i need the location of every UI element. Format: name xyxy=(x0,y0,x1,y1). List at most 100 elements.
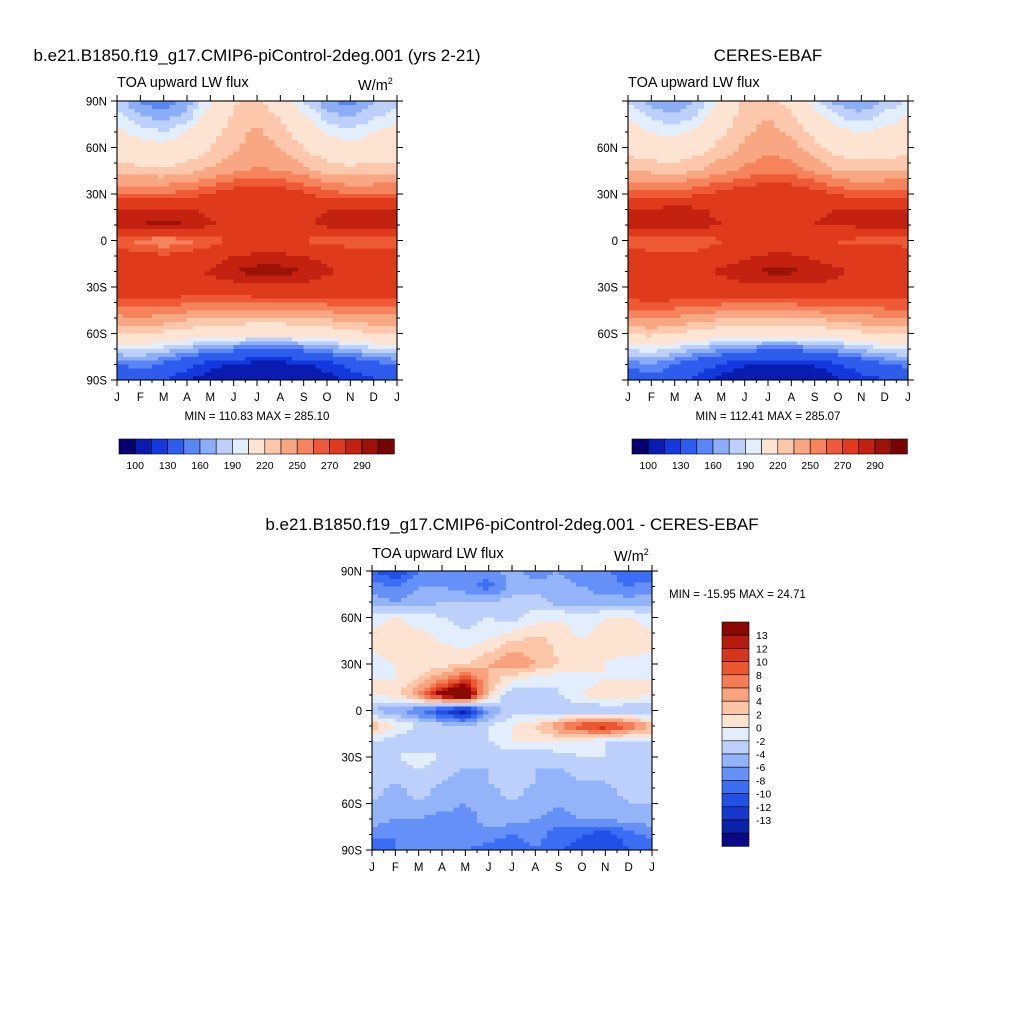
ceres-cell xyxy=(727,148,733,152)
model-cell xyxy=(135,341,141,345)
model-cell xyxy=(193,322,199,326)
model-cell xyxy=(374,283,380,287)
model-cell xyxy=(129,175,135,179)
ceres-cell xyxy=(692,151,698,155)
ceres-cell xyxy=(628,167,634,171)
ceres-cell xyxy=(716,105,722,109)
model-cell xyxy=(129,167,135,171)
model-cell xyxy=(222,144,228,148)
model-cell xyxy=(327,186,333,190)
ceres-cell xyxy=(867,136,873,140)
model-cell xyxy=(187,179,193,183)
ceres-cell xyxy=(716,155,722,159)
model-cell xyxy=(216,326,222,330)
ceres-cell xyxy=(844,167,850,171)
ceres-cell xyxy=(646,213,652,217)
model-cell xyxy=(123,326,129,330)
model-cell xyxy=(205,372,211,376)
model-cell xyxy=(327,279,333,283)
model-cell xyxy=(280,182,286,186)
model-cell xyxy=(175,206,181,210)
model-cell xyxy=(339,229,345,233)
ceres-cell xyxy=(651,190,657,194)
model-cell xyxy=(257,334,263,338)
model-cell xyxy=(205,349,211,353)
model-cell xyxy=(170,105,176,109)
model-cell xyxy=(193,190,199,194)
model-cell xyxy=(234,256,240,260)
model-cell xyxy=(210,268,216,272)
model-cell xyxy=(251,113,257,117)
ceres-cell xyxy=(646,136,652,140)
ceres-cell xyxy=(797,171,803,175)
model-cell xyxy=(199,272,205,276)
ceres-cell xyxy=(873,198,879,202)
model-cell xyxy=(327,198,333,202)
ceres-cell xyxy=(809,202,815,206)
model-cell xyxy=(356,322,362,326)
model-cell xyxy=(263,337,269,341)
model-cell xyxy=(129,109,135,113)
ceres-cell xyxy=(751,175,757,179)
model-cell xyxy=(146,136,152,140)
model-cell xyxy=(321,155,327,159)
model-cell xyxy=(298,299,304,303)
model-cell xyxy=(310,318,316,322)
model-cell xyxy=(129,213,135,217)
ceres-cell xyxy=(838,163,844,167)
ceres-cell xyxy=(821,151,827,155)
model-cell xyxy=(333,237,339,241)
model-cell xyxy=(164,206,170,210)
ceres-cell xyxy=(657,159,663,163)
model-cell xyxy=(199,372,205,376)
model-cell xyxy=(304,244,310,248)
model-panel: b.e21.B1850.f19_g17.CMIP6-piControl-2deg… xyxy=(34,46,481,472)
ceres-cell xyxy=(879,132,885,136)
ceres-cell xyxy=(698,171,704,175)
ceres-cell xyxy=(791,198,797,202)
model-cell xyxy=(321,233,327,237)
model-cell xyxy=(193,167,199,171)
ceres-cell xyxy=(657,206,663,210)
model-cell xyxy=(362,368,368,372)
ceres-cell xyxy=(803,206,809,210)
ceres-cell xyxy=(873,210,879,214)
model-cell xyxy=(152,314,158,318)
model-month-label: S xyxy=(300,392,308,404)
model-cell xyxy=(210,233,216,237)
model-cell xyxy=(257,368,263,372)
model-cell xyxy=(140,233,146,237)
model-cell xyxy=(356,244,362,248)
model-cell xyxy=(158,167,164,171)
ceres-cell xyxy=(710,171,716,175)
ceres-cell xyxy=(803,144,809,148)
model-cell xyxy=(175,372,181,376)
model-cell xyxy=(310,144,316,148)
model-cell xyxy=(333,186,339,190)
model-cell xyxy=(234,291,240,295)
model-cell xyxy=(310,132,316,136)
ceres-cell xyxy=(692,182,698,186)
model-cell xyxy=(216,109,222,113)
model-cell xyxy=(175,365,181,369)
model-cell xyxy=(164,136,170,140)
ceres-cell xyxy=(891,113,897,117)
ceres-cell xyxy=(663,151,669,155)
model-cell xyxy=(263,334,269,338)
model-cell xyxy=(152,124,158,128)
model-cell xyxy=(315,151,321,155)
model-cell xyxy=(315,372,321,376)
model-cell xyxy=(333,260,339,264)
model-cell xyxy=(199,101,205,105)
model-cell xyxy=(368,252,374,256)
ceres-cell xyxy=(756,198,762,202)
ceres-cell xyxy=(768,206,774,210)
model-cell xyxy=(170,136,176,140)
model-cell xyxy=(350,256,356,260)
model-cell xyxy=(362,190,368,194)
model-cell xyxy=(152,144,158,148)
ceres-cell xyxy=(861,109,867,113)
model-cell xyxy=(135,182,141,186)
ceres-cell xyxy=(774,206,780,210)
